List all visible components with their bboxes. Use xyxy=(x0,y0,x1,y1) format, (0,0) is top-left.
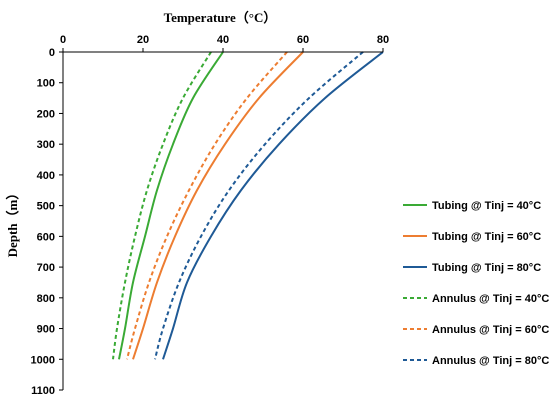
plot-area xyxy=(112,51,384,360)
legend-label: Tubing @ Tinj = 60°C xyxy=(432,231,541,243)
y-tick-label: 700 xyxy=(37,262,55,274)
series-line-tubing-tinj-40-c xyxy=(118,51,224,360)
x-tick-label: 80 xyxy=(377,34,389,46)
series-line-annulus-tinj-60-c xyxy=(126,51,288,360)
y-tick-label: 300 xyxy=(37,139,55,151)
series-line-annulus-tinj-40-c xyxy=(112,51,212,360)
x-tick-label: 0 xyxy=(60,34,66,46)
y-tick-label: 600 xyxy=(37,231,55,243)
legend-label: Annulus @ Tinj = 40°C xyxy=(432,293,549,305)
y-tick-label: 1100 xyxy=(31,385,55,397)
legend-label: Tubing @ Tinj = 80°C xyxy=(432,262,541,274)
legend-label: Annulus @ Tinj = 60°C xyxy=(432,324,549,336)
legend: Tubing @ Tinj = 40°C Tubing @ Tinj = 60°C… xyxy=(403,200,549,367)
y-axis-ticks: 0 100 200 300 400 500 600 700 800 900 1000 1100 xyxy=(31,47,63,397)
x-tick-label: 20 xyxy=(137,34,149,46)
y-tick-label: 900 xyxy=(37,324,55,336)
series-line-annulus-tinj-80-c xyxy=(154,51,364,360)
y-tick-label: 800 xyxy=(37,293,55,305)
x-axis-ticks: 0 20 40 60 80 xyxy=(60,34,389,52)
legend-label: Annulus @ Tinj = 80°C xyxy=(432,355,549,367)
legend-label: Tubing @ Tinj = 40°C xyxy=(432,200,541,212)
y-tick-label: 100 xyxy=(37,78,55,90)
y-axis-title: Depth（m） xyxy=(5,187,20,258)
series-line-tubing-tinj-80-c xyxy=(162,51,384,360)
y-tick-label: 400 xyxy=(37,170,55,182)
series-line-tubing-tinj-60-c xyxy=(132,51,304,360)
x-tick-label: 60 xyxy=(297,34,309,46)
x-axis-title: Temperature（°C） xyxy=(164,10,277,25)
y-tick-label: 200 xyxy=(37,108,55,120)
axes xyxy=(62,51,383,390)
x-tick-label: 40 xyxy=(217,34,229,46)
y-tick-label: 1000 xyxy=(31,354,55,366)
y-tick-label: 0 xyxy=(49,47,55,59)
y-tick-label: 500 xyxy=(37,201,55,213)
